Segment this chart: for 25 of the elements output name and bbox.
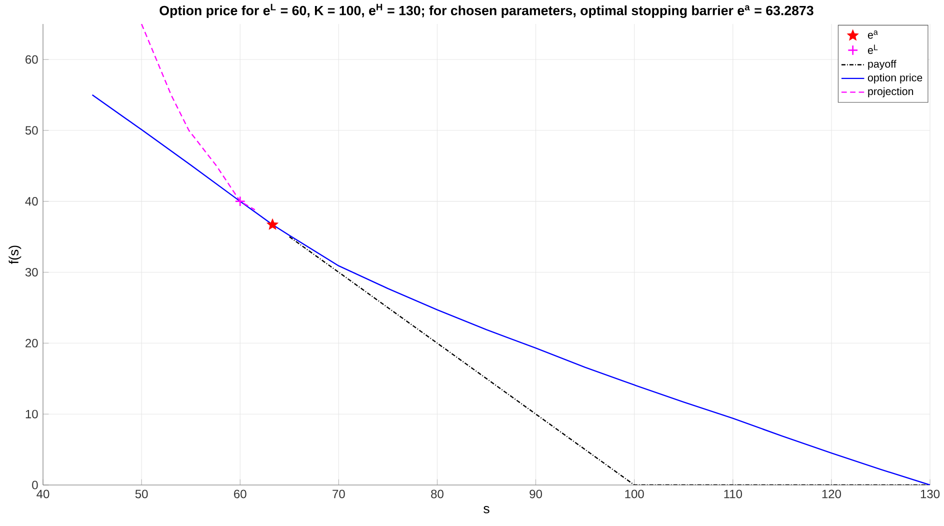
x-tick-label: 100: [625, 490, 644, 498]
y-tick-label: 40: [25, 197, 38, 206]
x-tick-label: 110: [724, 490, 742, 498]
y-tick-label: 10: [26, 410, 38, 418]
x-tick-label: 90: [530, 490, 542, 498]
x-tick-label: 50: [135, 490, 148, 498]
y-axis-title: f(s): [8, 246, 22, 264]
x-tick-label: 60: [234, 490, 246, 498]
y-tick-label: 60: [26, 55, 38, 64]
y-tick-label: 50: [25, 126, 38, 135]
x-tick-label: 40: [36, 490, 50, 498]
legend-label: projection: [868, 87, 914, 98]
legend-label: option price: [868, 74, 922, 84]
legend-label: e$^{a}$: [868, 30, 878, 39]
x-tick-label: 70: [332, 490, 345, 498]
legend-label: e$^{L}$: [868, 44, 878, 54]
x-axis-title: s: [484, 506, 490, 514]
y-tick-label: 0: [32, 480, 38, 490]
y-tick-label: 20: [26, 338, 38, 348]
x-tick-label: 80: [431, 490, 444, 498]
chart-title: Option price for e$^{L}$ = 60, K = 100, e$^{H}$ = 130; for chosen parameters, optimal stopping barrier e$^{a}$ = 63.2873: [160, 4, 814, 18]
y-tick-label: 30: [25, 268, 38, 276]
x-tick-label: 120: [822, 490, 841, 498]
x-tick-label: 130: [920, 490, 940, 498]
legend-label: payoff: [868, 60, 896, 70]
